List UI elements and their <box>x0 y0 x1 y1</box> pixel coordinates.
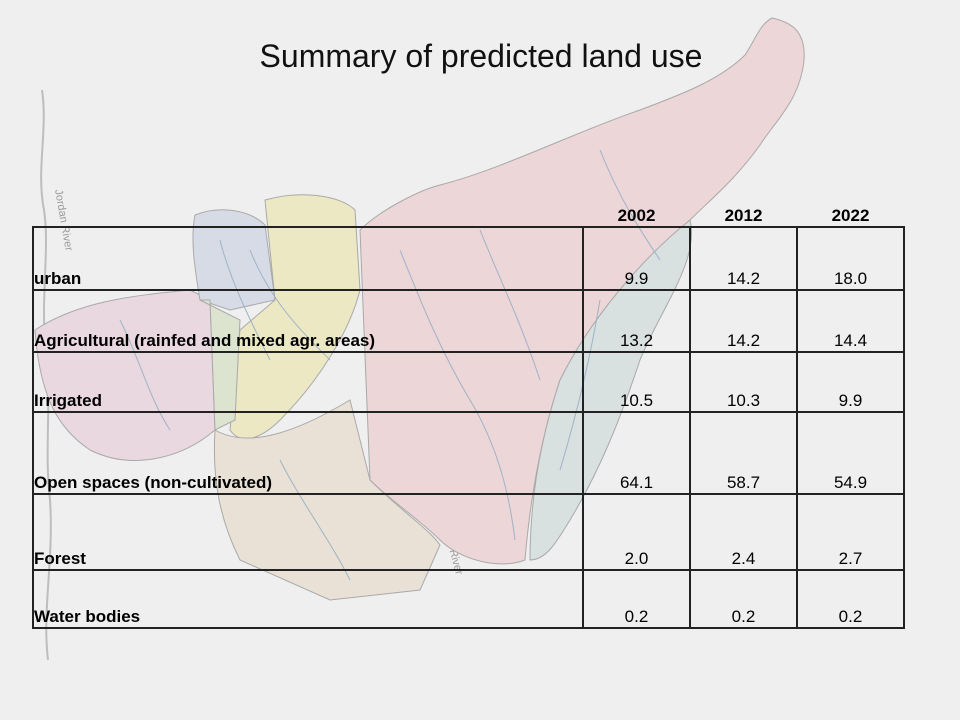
cell-value: 0.2 <box>689 569 797 629</box>
row-label-agricultural: Agricultural (rainfed and mixed agr. are… <box>32 289 583 352</box>
table-row: Irrigated 10.5 10.3 9.9 <box>32 351 905 412</box>
cell-value: 10.3 <box>689 351 797 412</box>
cell-value: 10.5 <box>582 351 690 412</box>
row-label-irrigated: Irrigated <box>32 351 583 412</box>
row-label-open-spaces: Open spaces (non-cultivated) <box>32 411 583 494</box>
table-row: Forest 2.0 2.4 2.7 <box>32 493 905 570</box>
row-label-forest: Forest <box>32 493 583 570</box>
cell-value: 2.7 <box>796 493 905 570</box>
page-title: Summary of predicted land use <box>259 38 703 74</box>
cell-value: 2.0 <box>582 493 690 570</box>
table-row: Agricultural (rainfed and mixed agr. are… <box>32 289 905 352</box>
cell-value: 64.1 <box>582 411 690 494</box>
row-label-water-bodies: Water bodies <box>32 569 583 629</box>
header-year-2002: 2002 <box>617 206 656 225</box>
cell-value: 14.2 <box>689 226 797 290</box>
cell-value: 0.2 <box>796 569 905 629</box>
cell-value: 9.9 <box>582 226 690 290</box>
table-row: urban 9.9 14.2 18.0 <box>32 226 905 290</box>
header-year-2012: 2012 <box>724 206 763 225</box>
cell-value: 14.4 <box>796 289 905 352</box>
table-row: Open spaces (non-cultivated) 64.1 58.7 5… <box>32 411 905 494</box>
header-year-2022: 2022 <box>831 206 870 225</box>
cell-value: 18.0 <box>796 226 905 290</box>
cell-value: 14.2 <box>689 289 797 352</box>
table-header-row: 2002 2012 2022 <box>33 182 904 227</box>
row-label-urban: urban <box>32 226 583 290</box>
cell-value: 9.9 <box>796 351 905 412</box>
cell-value: 2.4 <box>689 493 797 570</box>
cell-value: 54.9 <box>796 411 905 494</box>
header-category <box>33 182 583 227</box>
cell-value: 13.2 <box>582 289 690 352</box>
table-row: Water bodies 0.2 0.2 0.2 <box>32 569 905 629</box>
land-use-table: 2002 2012 2022 urban 9.9 14.2 18.0 Agric… <box>32 182 905 629</box>
cell-value: 0.2 <box>582 569 690 629</box>
cell-value: 58.7 <box>689 411 797 494</box>
